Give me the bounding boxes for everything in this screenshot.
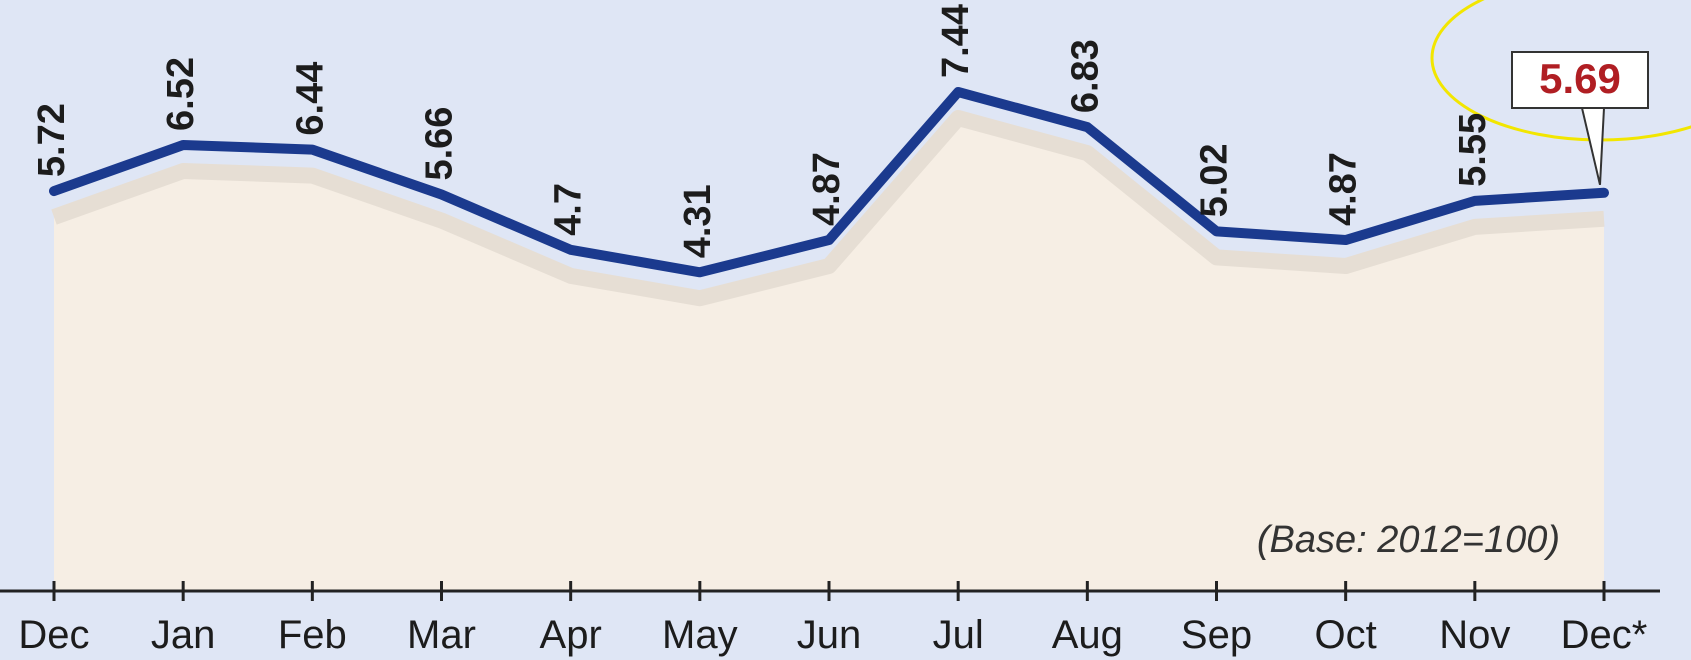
data-label: 4.87	[1323, 152, 1365, 226]
x-tick-label: Apr	[540, 613, 602, 657]
data-label: 4.87	[806, 152, 848, 226]
x-tick-label: Jun	[797, 613, 862, 657]
x-tick-label: Jan	[151, 613, 216, 657]
x-tick-label: Oct	[1315, 613, 1377, 657]
x-tick-label: Sep	[1181, 613, 1252, 657]
data-label: 6.83	[1064, 39, 1106, 113]
data-label: 6.52	[160, 57, 202, 131]
chart: (Base: 2012=100) Dec Jan Feb Mar Apr May Jun Ju…	[0, 0, 1691, 660]
annotation: (Base: 2012=100)	[1257, 519, 1560, 561]
data-label-highlight: 5.69	[1539, 55, 1621, 102]
data-label: 5.55	[1452, 113, 1494, 187]
x-tick-label: Dec	[18, 613, 89, 657]
x-tick-label: May	[662, 613, 738, 657]
x-tick-label: Jul	[933, 613, 984, 657]
data-label: 7.44	[935, 4, 977, 78]
data-label: 4.7	[548, 183, 590, 236]
data-label: 6.44	[289, 62, 331, 136]
x-tick-label: Mar	[407, 613, 476, 657]
x-tick-label: Dec*	[1561, 613, 1648, 657]
data-label: 4.31	[677, 184, 719, 258]
x-tick-label: Nov	[1439, 613, 1510, 657]
data-label: 5.66	[419, 107, 461, 181]
x-tick-label: Feb	[278, 613, 347, 657]
x-tick-label: Aug	[1052, 613, 1123, 657]
data-label: 5.02	[1194, 143, 1236, 217]
data-label: 5.72	[31, 103, 73, 177]
